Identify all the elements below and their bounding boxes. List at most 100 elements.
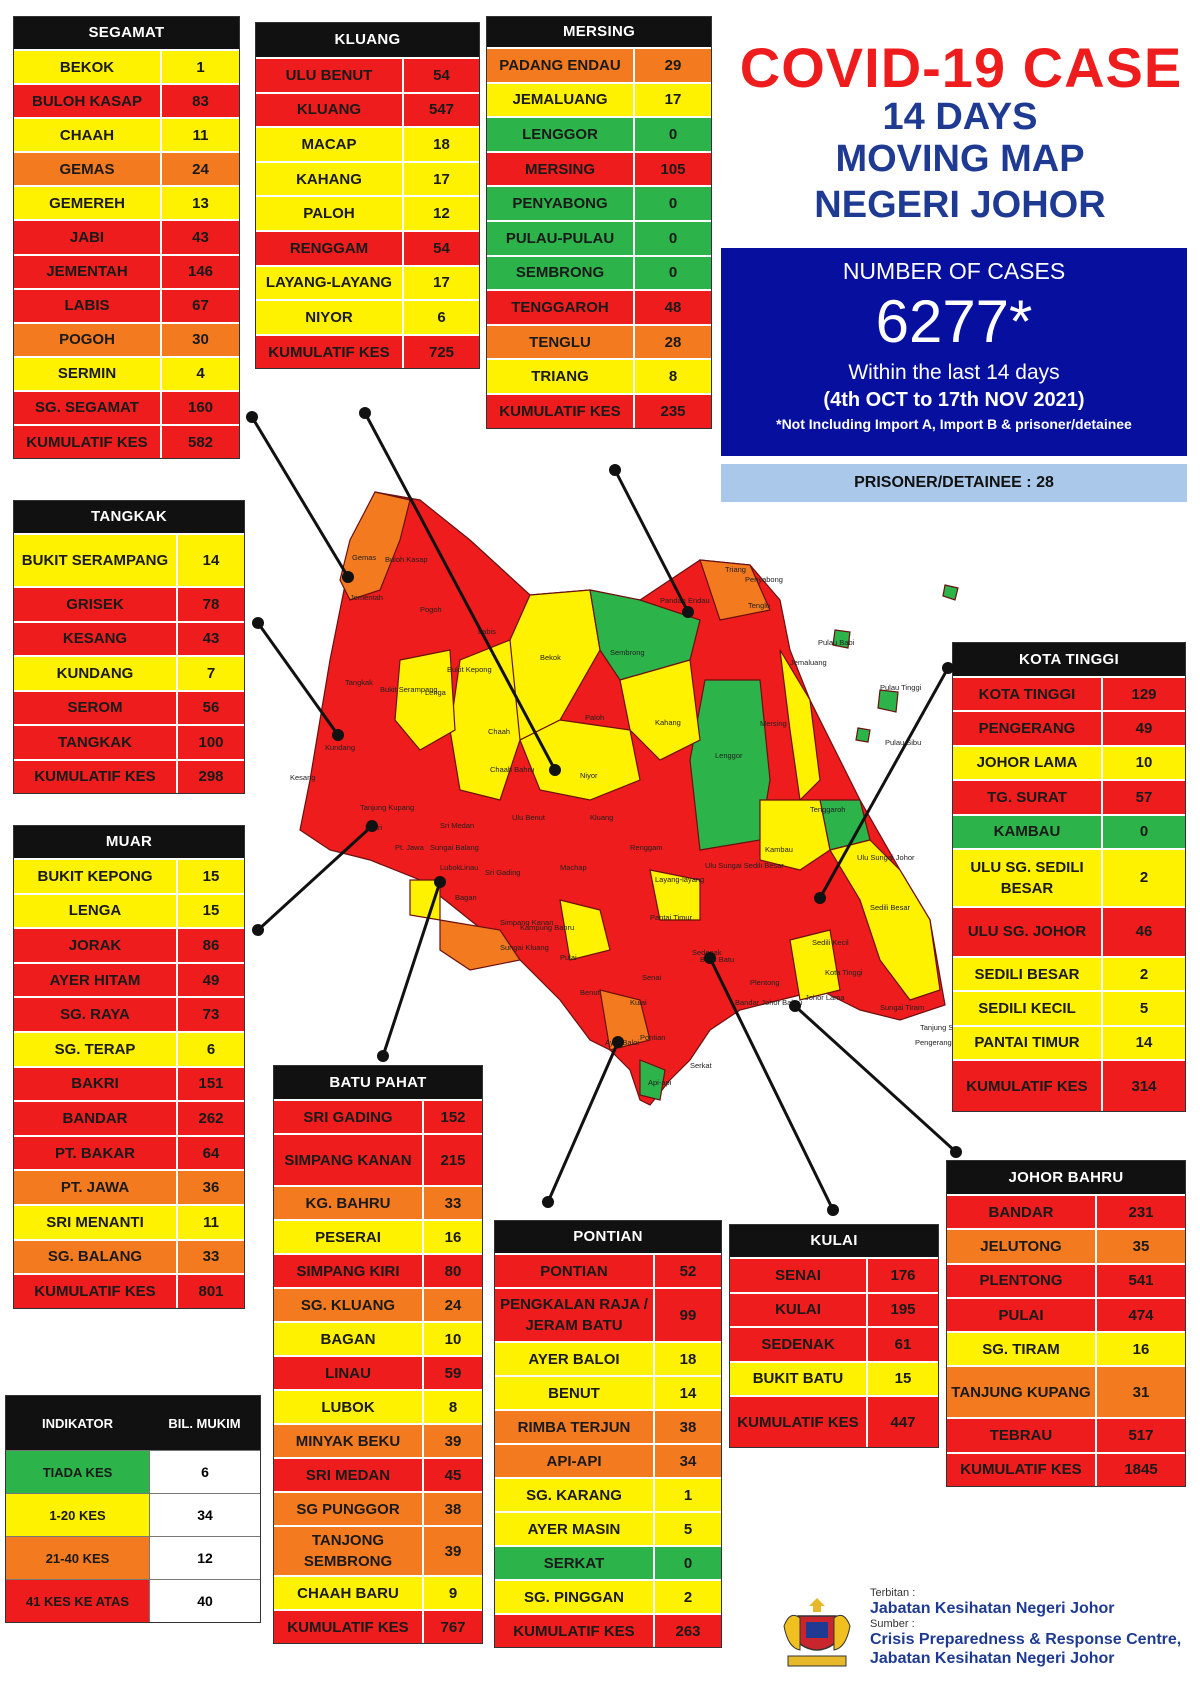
mukim-cases: 38: [444, 1500, 462, 1518]
mukim-cases: 151: [198, 1075, 224, 1093]
map-label: Ulu Sungai Johor: [857, 853, 915, 862]
map-label: Kahang: [655, 718, 681, 727]
mukim-cases: 582: [187, 433, 214, 451]
mukim-row: KAHANG 17: [256, 160, 479, 196]
legend-row: 1-20 KES 34: [6, 1493, 260, 1536]
mukim-name: KUMULATIF KES: [14, 760, 178, 793]
mukim-row: LAYANG-LAYANG 17: [256, 264, 479, 300]
map-label: Pogoh: [420, 605, 442, 614]
mukim-row: RIMBA TERJUN 38: [495, 1409, 721, 1443]
mukim-cases: 447: [890, 1413, 916, 1431]
map-label: Sri Gading: [485, 868, 520, 877]
map-label: Sedili Besar: [870, 903, 911, 912]
mukim-row: NIYOR 6: [256, 299, 479, 334]
mukim-cases: 16: [444, 1228, 462, 1246]
mukim-name: LAYANG-LAYANG: [256, 266, 404, 300]
mukim-cases: 11: [192, 126, 209, 144]
mukim-cases: 33: [444, 1194, 462, 1212]
map-region-jemaluang: [779, 649, 821, 802]
map-label: Chaah Bahru: [490, 765, 534, 774]
mukim-name: LUBOK: [274, 1391, 424, 1423]
mukim-name: BUKIT KEPONG: [14, 860, 178, 893]
prisoner-detainee-count: PRISONER/DETAINEE : 28: [721, 464, 1187, 502]
mukim-name: ULU SG. JOHOR: [953, 907, 1103, 956]
mukim-row: PT. JAWA 36: [14, 1169, 244, 1204]
legend-row: 41 KES KE ATAS 40: [6, 1579, 260, 1622]
mukim-name: SG. TIRAM: [947, 1333, 1097, 1366]
legend-rows: TIADA KES 6 1-20 KES 34 21-40 KES 12 41 KES KE…: [6, 1450, 260, 1622]
mukim-cases: 34: [679, 1452, 697, 1470]
mukim-name: SEROM: [14, 691, 178, 724]
mukim-cases: 57: [1135, 788, 1153, 806]
district-table-tangkak: TANGKAK BUKIT SERAMPANG 14 GRISEK 78 KESANG 43…: [13, 500, 245, 794]
mukim-row: JOHOR LAMA 10: [953, 744, 1185, 780]
mukim-name: JEMENTAH: [14, 255, 162, 288]
mukim-name: KUMULATIF KES: [953, 1061, 1103, 1112]
map-label: Tanjung Kupang: [360, 803, 414, 812]
legend-mukim-count: 6: [149, 1451, 260, 1493]
mukim-row: GEMAS 24: [14, 151, 239, 186]
mukim-row: SIMPANG KIRI 80: [274, 1253, 482, 1287]
mukim-name: GRISEK: [14, 588, 178, 621]
mukim-cases: 262: [198, 1109, 224, 1127]
mukim-name: BAGAN: [274, 1323, 424, 1355]
mukim-cases: 49: [1135, 720, 1153, 738]
map-region-lenggor: [689, 679, 771, 851]
map-label: Triang: [725, 565, 746, 574]
mukim-cases: 35: [1132, 1237, 1150, 1255]
mukim-cases: 14: [1135, 1034, 1153, 1052]
map-label: Bekok: [540, 653, 561, 662]
mukim-row: KLUANG 547: [256, 91, 479, 127]
district-table-muar: MUAR BUKIT KEPONG 15 LENGA 15 JORAK 86 AYER HIT…: [13, 825, 245, 1309]
mukim-name: LABIS: [14, 289, 162, 322]
mukim-row: CHAAH 11: [14, 117, 239, 152]
mukim-row: LENGGOR 0: [487, 116, 711, 151]
district-title: BATU PAHAT: [274, 1066, 482, 1099]
mukim-name: API-API: [495, 1445, 655, 1477]
mukim-row: AYER BALOI 18: [495, 1341, 721, 1375]
mukim-name: PALOH: [256, 197, 404, 230]
district-title: KOTA TINGGI: [953, 643, 1185, 676]
map-label: Bukit Serampang: [380, 685, 438, 694]
map-label: Lenggor: [715, 751, 743, 760]
credits: Terbitan : Jabatan Kesihatan Negeri Joho…: [870, 1587, 1195, 1668]
legend-header-indicator: INDIKATOR: [41, 1415, 114, 1431]
mukim-row: SEDILI KECIL 5: [953, 990, 1185, 1025]
mukim-cases: 0: [683, 1554, 693, 1572]
mukim-cases: 6: [206, 1040, 216, 1058]
mukim-row: PT. BAKAR 64: [14, 1134, 244, 1170]
mukim-row: TANJUNG KUPANG 31: [947, 1365, 1185, 1418]
cumulative-row: KUMULATIF KES 235: [487, 392, 711, 428]
mukim-cases: 263: [675, 1622, 701, 1640]
mukim-name: AYER MASIN: [495, 1513, 655, 1545]
mukim-row: SEMBRONG 0: [487, 254, 711, 290]
mukim-cases: 801: [198, 1282, 224, 1300]
mukim-name: TENGLU: [487, 325, 635, 359]
mukim-cases: 176: [890, 1266, 916, 1284]
mukim-cases: 73: [202, 1006, 220, 1024]
map-region-layang: [649, 869, 701, 921]
mukim-cases: 547: [428, 101, 455, 119]
cumulative-row: KUMULATIF KES 263: [495, 1613, 721, 1647]
mukim-cases: 38: [679, 1418, 697, 1436]
mukim-name: PENGERANG: [953, 712, 1103, 745]
source-line-2: Jabatan Kesihatan Negeri Johor: [870, 1650, 1115, 1667]
mukim-name: RENGGAM: [256, 231, 404, 265]
map-label: Machap: [560, 863, 587, 872]
mukim-row: SG. KLUANG 24: [274, 1287, 482, 1321]
mukim-cases: 10: [444, 1330, 462, 1348]
mukim-row: ULU BENUT 54: [256, 57, 479, 92]
cumulative-row: KUMULATIF KES 447: [730, 1395, 938, 1447]
mukim-cases: 15: [894, 1370, 912, 1388]
map-label: Labis: [478, 627, 496, 636]
mukim-name: SIMPANG KIRI: [274, 1255, 424, 1287]
mukim-row: ULU SG. SEDILI BESAR 2: [953, 847, 1185, 906]
mukim-name: BEKOK: [14, 51, 162, 84]
mukim-name: SG. KLUANG: [274, 1289, 424, 1321]
map-label: Tangkak: [345, 678, 373, 687]
mukim-name: KAHANG: [256, 162, 404, 196]
map-label: Pulau Babi: [818, 638, 855, 647]
mukim-name: KLUANG: [256, 93, 404, 127]
mukim-cases: 6: [437, 308, 446, 326]
cumulative-row: KUMULATIF KES 767: [274, 1609, 482, 1643]
